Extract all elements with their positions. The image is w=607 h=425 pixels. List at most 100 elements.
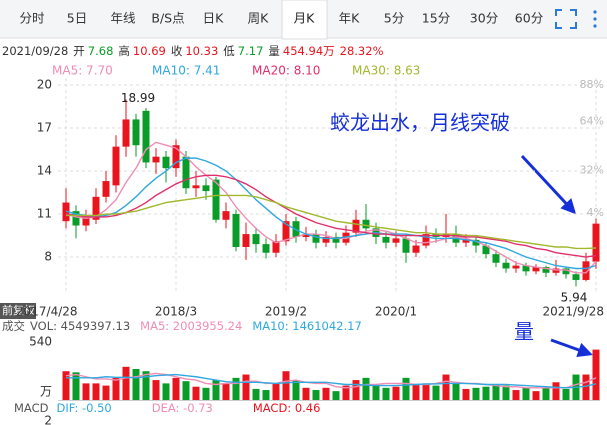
quote-label: 量 <box>268 44 280 58</box>
volume-bar <box>442 374 450 400</box>
volume-bar <box>162 383 170 400</box>
tab[interactable]: 年线 <box>110 11 136 26</box>
volume-bar <box>462 388 470 400</box>
candle-body <box>262 244 270 253</box>
high-label: 18.99 <box>121 91 155 105</box>
ma-line <box>65 174 597 258</box>
fullscreen-icon-path[interactable] <box>555 9 577 29</box>
tab[interactable]: 分时 <box>19 11 45 26</box>
volume-bar <box>62 371 70 400</box>
candle-body <box>502 262 510 269</box>
quote-change: 28.32% <box>340 44 384 58</box>
tab[interactable]: 60分 <box>515 11 543 26</box>
tab[interactable]: 15分 <box>422 11 450 26</box>
volume-bar <box>302 387 310 400</box>
candle-body <box>202 185 210 192</box>
dot[interactable] <box>593 24 597 28</box>
volume-unit: 万 <box>40 385 52 399</box>
ma-line <box>65 157 597 270</box>
volume-bar <box>372 385 380 400</box>
candle-body <box>572 274 580 280</box>
quote-label: 开 <box>73 44 85 58</box>
volume-bar <box>582 374 590 400</box>
legend-entry: MA20: 8.10 <box>252 64 320 78</box>
quote-label: 低 <box>223 44 235 58</box>
volume-bar <box>452 383 460 400</box>
more-icon[interactable] <box>593 10 597 28</box>
volume-bar <box>422 383 430 400</box>
candle-body <box>512 265 520 269</box>
x-tick-label: 2021/9/28 <box>542 305 604 319</box>
tab[interactable]: 30分 <box>470 11 498 26</box>
annotation: 蛟龙出水，月线突破 <box>330 111 510 135</box>
volume-ma-line <box>66 373 597 389</box>
fullscreen-icon[interactable] <box>555 9 577 29</box>
tab[interactable]: 年K <box>339 11 361 26</box>
legend-entry: MA10: 7.41 <box>152 64 220 78</box>
y-tick-label: 11 <box>37 207 52 221</box>
x-tick-label: 2019/2 <box>265 305 307 319</box>
legend-entry: MA5: 7.70 <box>52 64 113 78</box>
volume-title: 成交 <box>2 319 25 333</box>
tab[interactable]: 月K <box>294 11 316 26</box>
quote-label: 高 <box>118 44 130 58</box>
candle-body <box>212 179 220 220</box>
tab[interactable]: 周K <box>248 11 270 26</box>
candle-body <box>122 119 130 147</box>
selected-tab-bg[interactable] <box>281 0 328 40</box>
volume-ma-line <box>65 372 597 389</box>
ma-line <box>66 194 597 250</box>
legend-entry: MA30: 8.63 <box>352 64 420 78</box>
dot[interactable] <box>593 17 597 21</box>
tab[interactable]: 5日 <box>67 11 87 26</box>
y-tick-label: 20 <box>37 78 52 92</box>
quote-value: 454.94万 <box>283 44 335 58</box>
tab[interactable]: 5分 <box>384 11 404 26</box>
quote-label: 收 <box>171 44 183 58</box>
macd-value: DIF: -0.50 <box>56 401 111 415</box>
volume-bar <box>362 377 370 400</box>
candle-body <box>72 211 80 226</box>
quote-value: 7.68 <box>88 44 114 58</box>
y-tick-label: 14 <box>37 164 52 178</box>
adjust-button-bg[interactable] <box>0 303 36 319</box>
arrow <box>550 338 593 358</box>
volume-bar <box>102 385 110 400</box>
macd-header: MACD DIF: -0.50 DEA: -0.73 MACD: 0.46 <box>14 401 320 415</box>
macd-tick-label: 2 <box>44 414 52 425</box>
candle-body <box>152 156 160 163</box>
volume-bar <box>182 381 190 400</box>
low-label: 5.94 <box>561 291 588 305</box>
arrow <box>520 154 577 215</box>
candle-body <box>242 234 250 247</box>
quote-value: 7.17 <box>238 44 264 58</box>
annotation: 量 <box>514 320 534 344</box>
adjust-button[interactable]: 前复权 <box>2 303 35 317</box>
quote-value: 10.33 <box>185 44 218 58</box>
dot[interactable] <box>593 10 597 14</box>
tab[interactable]: B/S点 <box>151 11 184 26</box>
volume-bar <box>482 386 490 400</box>
candle-body <box>492 254 500 263</box>
volume-bar <box>522 387 530 400</box>
volume-bar <box>142 371 150 400</box>
candle-body <box>232 214 240 247</box>
candle-body <box>82 215 90 226</box>
candle-body <box>412 245 420 253</box>
candle-body <box>552 268 560 273</box>
candle-body <box>182 156 190 189</box>
volume-bar <box>172 377 180 400</box>
volume-bar <box>122 366 130 400</box>
volume-bar <box>282 371 290 400</box>
volume-bar <box>212 380 220 400</box>
candle-body <box>462 239 470 243</box>
volume-bar <box>82 383 90 400</box>
volume-bar <box>322 387 330 400</box>
candle-body <box>402 238 410 253</box>
volume-bar <box>252 388 260 400</box>
tab[interactable]: 日K <box>203 11 225 26</box>
volume-bar <box>92 383 100 400</box>
candle-body <box>162 156 170 169</box>
candle-body <box>92 196 100 220</box>
